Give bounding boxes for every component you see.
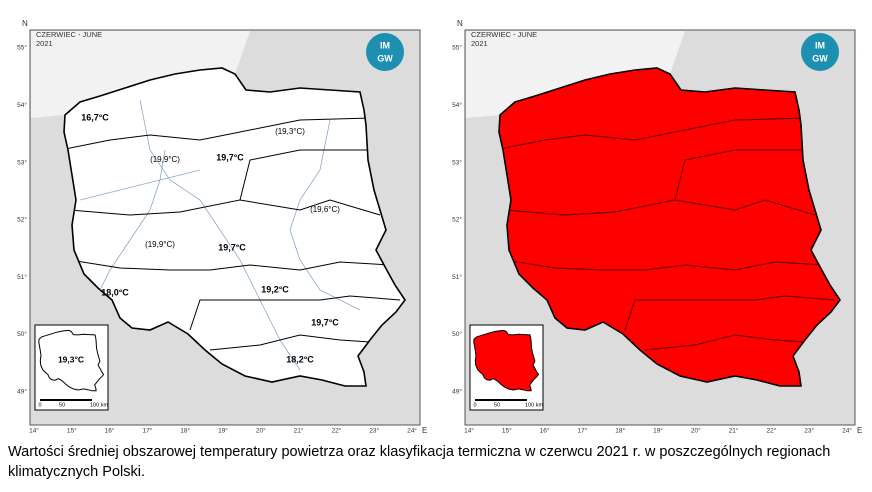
region-label: 16,7°C [81,112,109,122]
lon-label: 17° [142,427,152,435]
logo-text: IM [815,40,825,50]
logo-text: GW [377,53,393,63]
lat-label: 51° [17,273,27,281]
north-label: N [22,19,28,28]
lon-label: 19° [653,427,663,435]
scale-label: 50 [494,402,500,408]
lat-label: 50° [452,330,462,338]
lat-label: 55° [17,44,27,52]
inset-outline [38,329,105,392]
lon-label: 18° [615,427,625,435]
region-label: 18,2°C [286,354,314,364]
region-border [504,259,826,271]
region-label: 19,7°C [218,242,246,252]
lat-label: 49° [452,388,462,396]
lon-label: 23° [369,427,379,435]
lat-label: 49° [17,388,27,396]
map-title: CZERWIEC - JUNE [36,30,102,39]
region-border [209,334,371,351]
region-border [644,334,806,351]
inset-label: 19,3°C [58,354,84,364]
river [139,99,301,371]
poland-outline [498,67,841,387]
lon-label: 19° [218,427,228,435]
caption: Wartości średniej obszarowej temperatury… [8,444,831,480]
region-label: 19,2°C [261,284,289,294]
east-label: E [857,426,862,435]
scale-label: 50 [59,402,65,408]
lon-label: 16° [105,427,115,435]
region-border [674,199,816,216]
north-label: N [457,19,463,28]
lon-label: 23° [804,427,814,435]
map-lines [499,117,836,351]
east-label: E [422,426,427,435]
lon-label: 18° [180,427,190,435]
scale-label: 100 km [90,402,108,408]
map-lines [64,99,401,371]
region-border [69,259,391,271]
lon-label: 14° [464,427,474,435]
region-label: (19,3°C) [275,127,305,136]
lat-label: 55° [452,44,462,52]
lon-label: 22° [766,427,776,435]
lon-label: 16° [540,427,550,435]
scale-label: 100 km [525,402,543,408]
lat-label: 54° [452,101,462,109]
region-label: (19,9°C) [145,240,175,249]
lat-label: 50° [17,330,27,338]
lat-label: 51° [452,273,462,281]
lon-label: 15° [502,427,512,435]
region-border [64,117,371,151]
scale-label: 0 [38,402,41,408]
lat-label: 54° [17,101,27,109]
lon-label: 24° [407,427,417,435]
sea [31,31,250,118]
lon-label: 14° [29,427,39,435]
map-year: 2021 [471,39,488,48]
lon-label: 15° [67,427,77,435]
lat-label: 52° [452,216,462,224]
region-label: (19,6°C) [310,205,340,214]
map-year: 2021 [36,39,53,48]
lat-label: 53° [452,158,462,166]
lon-label: 21° [729,427,739,435]
logo-text: GW [812,53,828,63]
lon-label: 20° [256,427,266,435]
lon-label: 21° [294,427,304,435]
river [94,149,166,301]
region-label: 19,7°C [311,317,339,327]
logo [366,33,404,71]
map-title: CZERWIEC - JUNE [471,30,537,39]
lat-label: 53° [17,158,27,166]
region-border [624,295,836,331]
region-border [239,199,381,216]
lat-label: 52° [17,216,27,224]
sea [466,31,685,118]
inset-outline [473,329,540,392]
river [79,169,201,201]
scale-label: 0 [473,402,476,408]
region-label: 19,7°C [216,152,244,162]
region-border [189,295,401,331]
region-label: 18,0°C [101,287,129,297]
region-label: (19,9°C) [150,155,180,164]
logo-text: IM [380,40,390,50]
lon-label: 20° [691,427,701,435]
lon-label: 24° [842,427,852,435]
river [289,119,361,311]
lon-label: 22° [331,427,341,435]
region-border [499,117,806,151]
logo [801,33,839,71]
lon-label: 17° [577,427,587,435]
